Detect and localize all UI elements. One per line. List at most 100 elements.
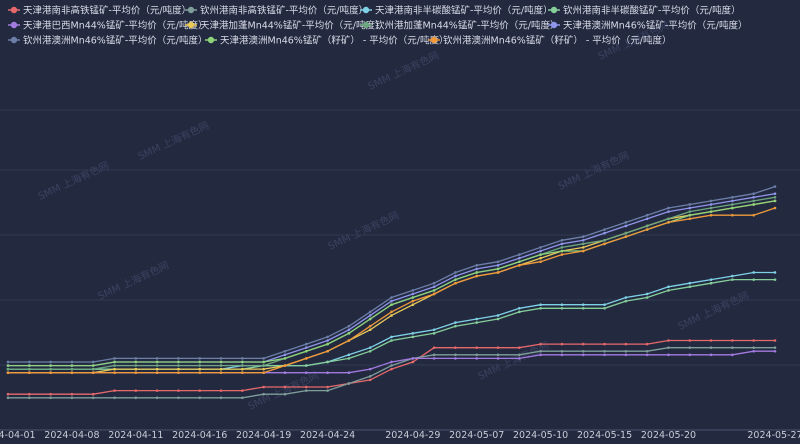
data-point[interactable] [347,339,351,342]
data-point[interactable] [454,353,457,357]
data-point[interactable] [518,253,521,256]
data-point[interactable] [603,303,606,307]
data-point[interactable] [411,296,415,299]
data-point[interactable] [390,310,393,314]
data-point[interactable] [688,217,692,221]
data-point[interactable] [731,203,734,206]
legend-item[interactable]: 钦州港澳洲Mn46%锰矿（籽矿） - 平均价（元/吨度） [428,35,672,47]
data-point[interactable] [688,213,692,217]
data-point[interactable] [241,364,244,367]
data-point[interactable] [411,360,415,364]
data-point[interactable] [475,353,479,357]
data-point[interactable] [560,306,564,310]
data-point[interactable] [113,364,116,367]
data-point[interactable] [432,332,436,335]
data-point[interactable] [70,360,74,364]
data-point[interactable] [496,271,500,274]
data-point[interactable] [581,238,585,242]
data-point[interactable] [475,274,479,278]
data-point[interactable] [773,192,777,196]
data-point[interactable] [432,281,436,285]
data-point[interactable] [198,357,202,360]
data-point[interactable] [283,371,287,375]
data-point[interactable] [49,396,52,400]
data-point[interactable] [581,349,585,353]
data-point[interactable] [241,357,244,360]
data-point[interactable] [326,335,329,339]
data-point[interactable] [368,317,372,321]
data-point[interactable] [475,357,479,360]
data-point[interactable] [667,221,670,224]
data-point[interactable] [262,360,265,364]
data-point[interactable] [773,271,777,274]
data-point[interactable] [539,253,542,256]
data-point[interactable] [667,206,670,210]
data-point[interactable] [241,360,244,364]
data-point[interactable] [368,346,372,349]
data-point[interactable] [603,306,606,310]
data-point[interactable] [645,349,649,353]
data-point[interactable] [475,264,479,267]
data-point[interactable] [326,385,329,389]
data-point[interactable] [624,342,628,346]
data-point[interactable] [475,271,479,274]
legend-item[interactable]: 天津港南非高铁锰矿-平均价（元/吨度） [8,5,191,17]
data-point[interactable] [70,396,74,400]
legend-item[interactable]: 天津港巴西Mn44%锰矿-平均价（元/吨度） [8,20,207,32]
legend-item[interactable]: 天津港澳洲Mn46%锰矿（籽矿） - 平均价（元/吨度） [205,35,449,47]
data-point[interactable] [368,324,372,328]
data-point[interactable] [390,367,393,371]
data-point[interactable] [198,389,202,392]
data-point[interactable] [731,278,734,281]
data-point[interactable] [539,260,542,264]
data-point[interactable] [390,303,393,307]
data-point[interactable] [219,364,223,367]
data-point[interactable] [688,210,692,213]
data-point[interactable] [6,364,10,367]
data-point[interactable] [667,289,670,292]
data-point[interactable] [731,274,734,278]
data-point[interactable] [496,353,500,357]
data-point[interactable] [645,224,649,228]
data-point[interactable] [581,242,585,246]
data-point[interactable] [709,213,713,217]
data-point[interactable] [28,364,31,367]
data-point[interactable] [262,385,265,389]
data-point[interactable] [454,346,457,349]
data-point[interactable] [28,392,31,396]
data-point[interactable] [326,339,329,342]
data-point[interactable] [496,317,500,321]
data-point[interactable] [454,271,457,274]
data-point[interactable] [177,367,180,371]
data-point[interactable] [603,349,606,353]
data-point[interactable] [177,364,180,367]
data-point[interactable] [241,367,244,371]
data-point[interactable] [667,353,670,357]
data-point[interactable] [368,314,372,317]
data-point[interactable] [752,349,755,353]
data-point[interactable] [70,371,74,375]
data-point[interactable] [773,339,777,342]
data-point[interactable] [283,385,287,389]
data-point[interactable] [518,260,521,264]
data-point[interactable] [411,299,415,303]
data-point[interactable] [262,392,265,396]
data-point[interactable] [581,246,585,249]
data-point[interactable] [432,292,436,296]
data-point[interactable] [454,278,457,281]
data-point[interactable] [347,357,351,360]
data-point[interactable] [667,210,670,213]
data-point[interactable] [326,360,329,364]
data-point[interactable] [645,292,649,296]
data-point[interactable] [134,364,138,367]
data-point[interactable] [113,360,116,364]
data-point[interactable] [667,285,670,289]
data-point[interactable] [155,367,159,371]
data-point[interactable] [454,274,457,278]
data-point[interactable] [177,396,180,400]
data-point[interactable] [709,210,713,213]
data-point[interactable] [49,360,52,364]
data-point[interactable] [113,389,116,392]
data-point[interactable] [475,267,479,271]
data-point[interactable] [326,342,329,346]
